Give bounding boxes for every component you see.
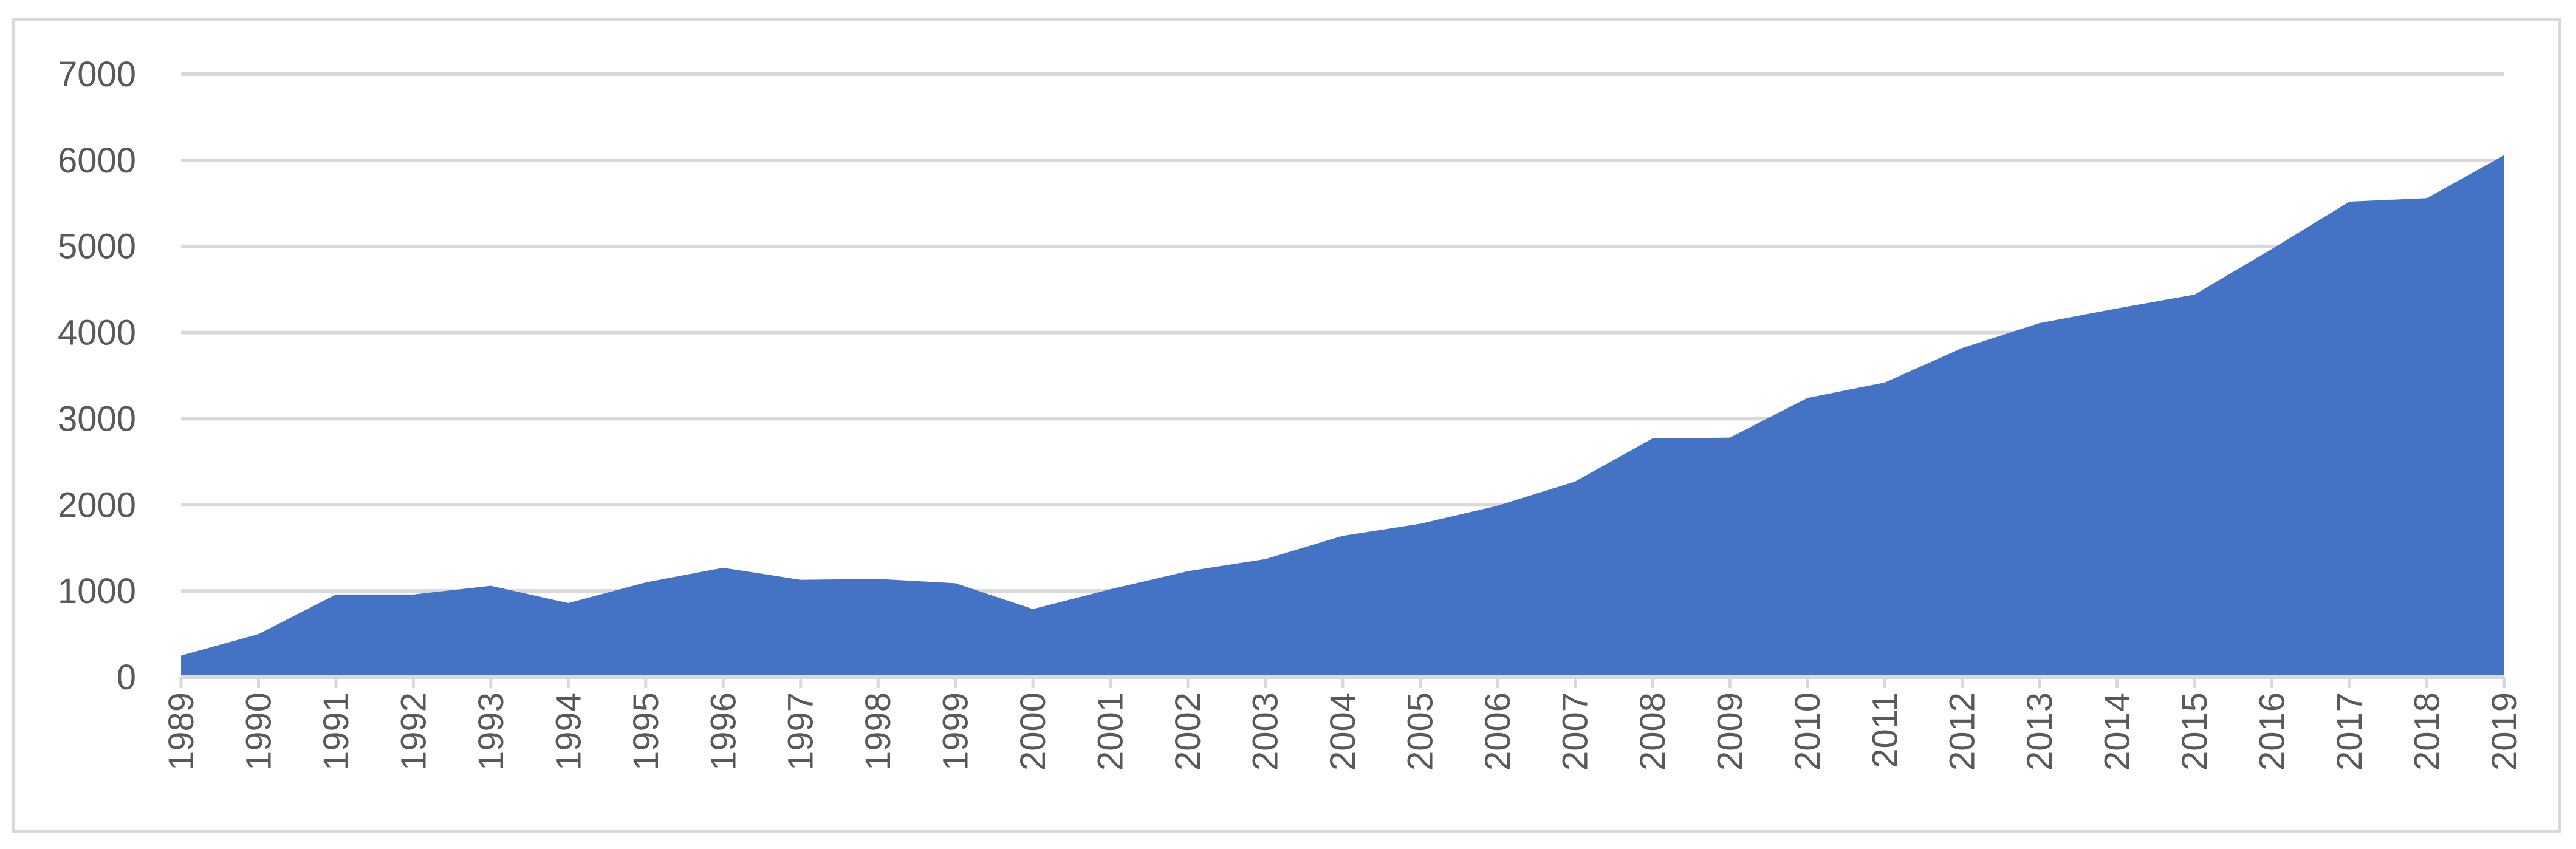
x-tick-label: 2018	[2408, 692, 2447, 771]
x-tick-label: 2000	[1013, 692, 1053, 771]
y-tick-label: 7000	[58, 55, 136, 94]
area-series	[181, 155, 2504, 678]
area-fill	[181, 155, 2504, 678]
x-tick-label: 2007	[1555, 692, 1595, 771]
y-tick-label: 1000	[58, 571, 136, 611]
x-tick-label: 2002	[1168, 692, 1208, 771]
x-tick-label: 1990	[239, 692, 278, 771]
x-tick-label: 2010	[1788, 692, 1828, 771]
x-tick-label: 2009	[1710, 692, 1750, 771]
x-axis-tick-labels: 1989 1990 1991 1992 1993 1994 1995 1996 1997 1998…	[162, 692, 2524, 771]
x-tick-label: 2001	[1091, 692, 1131, 771]
x-tick-label: 2014	[2098, 692, 2137, 771]
x-axis	[179, 675, 2506, 688]
x-tick-label: 1993	[471, 692, 511, 771]
x-tick-label: 2011	[1865, 692, 1905, 768]
y-tick-label: 6000	[58, 141, 136, 180]
x-tick-label: 2017	[2330, 692, 2369, 771]
x-tick-label: 2015	[2175, 692, 2215, 771]
x-tick-label: 1994	[549, 692, 588, 771]
x-tick-label: 1989	[162, 692, 201, 771]
x-tick-label: 2013	[2020, 692, 2060, 771]
x-tick-label: 2016	[2253, 692, 2292, 771]
x-tick-label: 1999	[936, 692, 976, 771]
x-tick-label: 2003	[1246, 692, 1286, 771]
y-tick-label: 5000	[58, 227, 136, 267]
y-tick-label: 2000	[58, 485, 136, 525]
x-tick-label: 1996	[704, 692, 743, 771]
x-tick-label: 1995	[626, 692, 666, 771]
x-tick-label: 2005	[1400, 692, 1440, 771]
x-tick-label: 1992	[394, 692, 433, 771]
x-tick-label: 2004	[1323, 692, 1363, 771]
x-tick-label: 2019	[2485, 692, 2524, 771]
x-tick-label: 1991	[317, 692, 356, 771]
y-axis-tick-labels: 0 1000 2000 3000 4000 5000 6000 7000	[58, 55, 136, 697]
y-tick-label: 4000	[58, 313, 136, 353]
x-tick-label: 1997	[781, 692, 821, 771]
x-tick-label: 2008	[1633, 692, 1673, 771]
y-tick-label: 3000	[58, 399, 136, 438]
y-tick-label: 0	[117, 658, 136, 697]
x-tick-label: 2006	[1478, 692, 1518, 771]
x-tick-label: 1998	[858, 692, 898, 771]
x-tick-label: 2012	[1943, 692, 1982, 771]
